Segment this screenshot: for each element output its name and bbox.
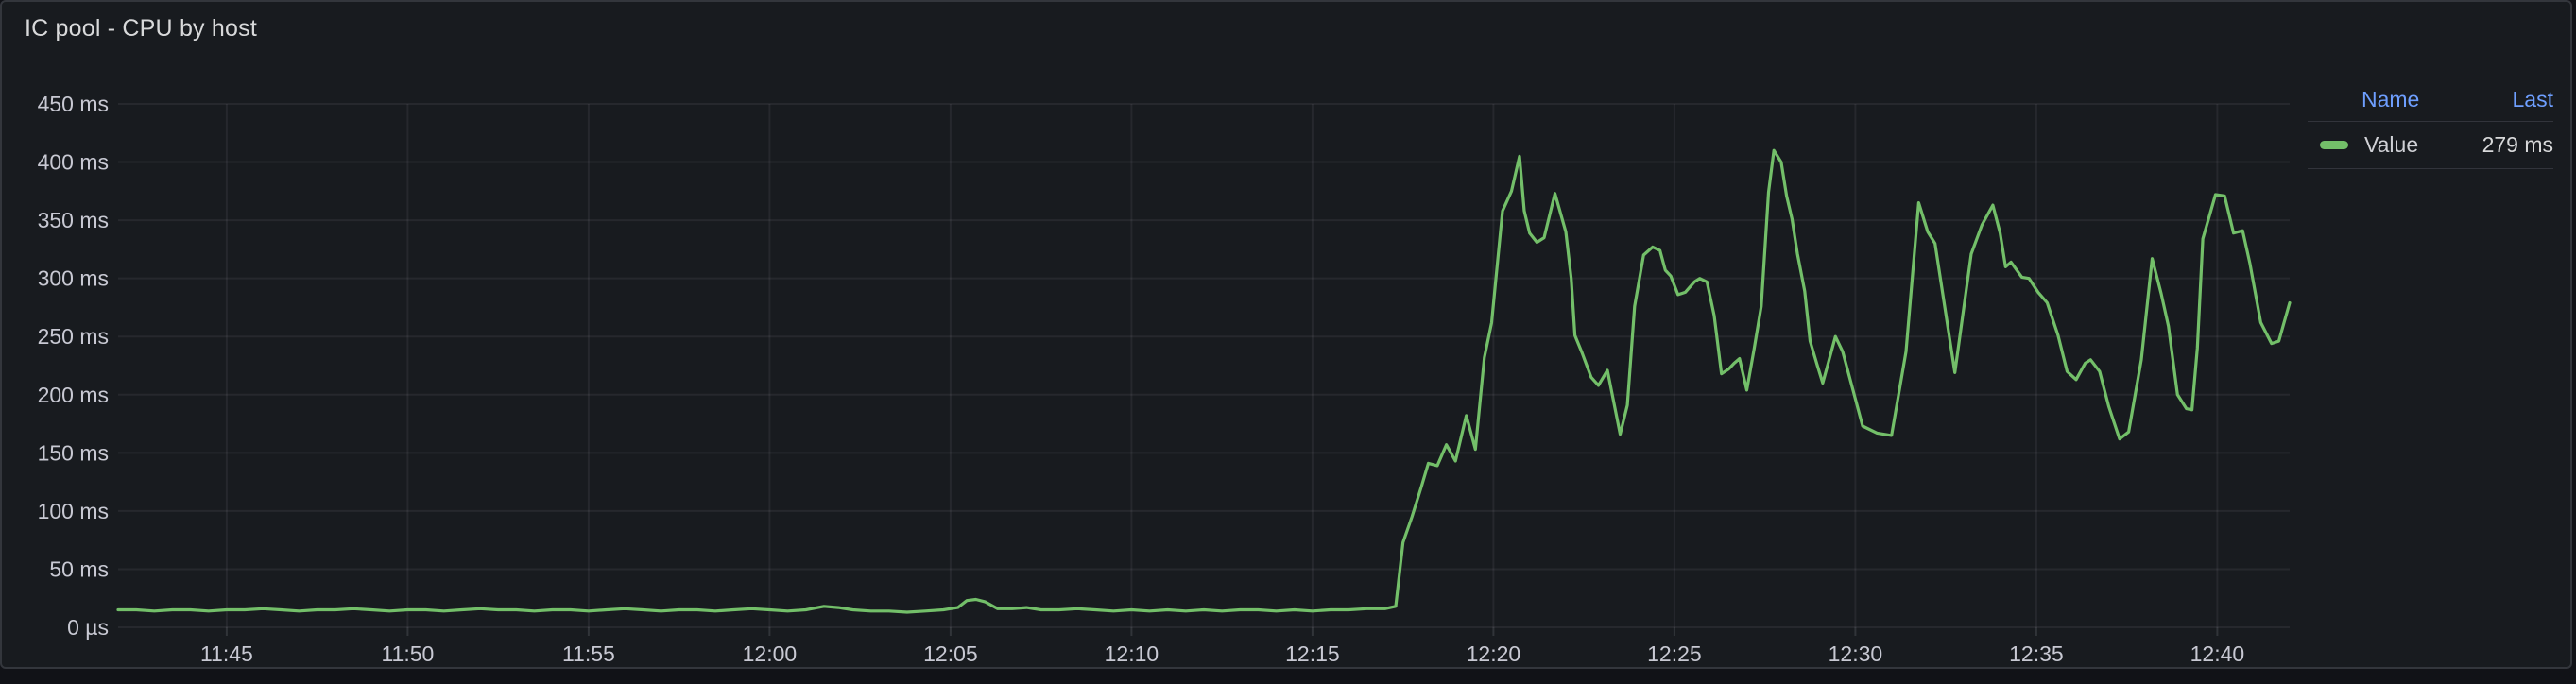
series-line-value <box>116 148 2292 614</box>
x-axis-tick-label: 11:50 <box>381 641 434 666</box>
y-axis-tick-label: 0 µs <box>67 615 109 640</box>
x-axis-tick-label: 12:10 <box>1105 641 1159 666</box>
series-color-marker-icon <box>2320 141 2348 149</box>
panel-title[interactable]: IC pool - CPU by host <box>25 15 257 42</box>
legend-series-name[interactable]: Value <box>2364 132 2419 157</box>
legend-header-row: Name Last <box>2308 77 2553 122</box>
x-axis-tick-label: 12:40 <box>2190 641 2245 666</box>
grafana-panel: IC pool - CPU by host 0 µs 50 ms 100 ms 150… <box>0 0 2572 669</box>
x-axis-tick-label: 12:25 <box>1647 641 1702 666</box>
x-axis-tick-label: 11:55 <box>562 641 615 666</box>
x-axis-tick-label: 12:00 <box>743 641 798 666</box>
y-axis-tick-label: 100 ms <box>38 499 109 523</box>
x-axis-tick-label: 11:45 <box>200 641 253 666</box>
legend-table: Name Last Value 279 ms <box>2308 77 2553 169</box>
y-axis-tick-label: 400 ms <box>38 150 109 175</box>
y-axis-tick-label: 350 ms <box>38 208 109 232</box>
legend-series-last-value: 279 ms <box>2482 132 2553 157</box>
y-axis-tick-label: 150 ms <box>38 440 109 465</box>
x-axis-tick-label: 12:30 <box>1829 641 1883 666</box>
y-axis-tick-label: 250 ms <box>38 324 109 349</box>
x-axis-tick-label: 12:15 <box>1285 641 1340 666</box>
x-axis-tick-label: 12:05 <box>923 641 978 666</box>
x-axis-tick-label: 12:35 <box>2009 641 2064 666</box>
y-axis-tick-label: 300 ms <box>38 266 109 291</box>
x-axis-tick-label: 12:20 <box>1467 641 1521 666</box>
y-axis-tick-label: 450 ms <box>38 92 109 116</box>
legend-row: Value 279 ms <box>2308 122 2553 169</box>
legend-header-name[interactable]: Name <box>2361 86 2420 111</box>
y-axis-tick-label: 50 ms <box>49 556 109 581</box>
y-axis-tick-label: 200 ms <box>38 383 109 407</box>
legend-header-last[interactable]: Last <box>2512 86 2553 111</box>
